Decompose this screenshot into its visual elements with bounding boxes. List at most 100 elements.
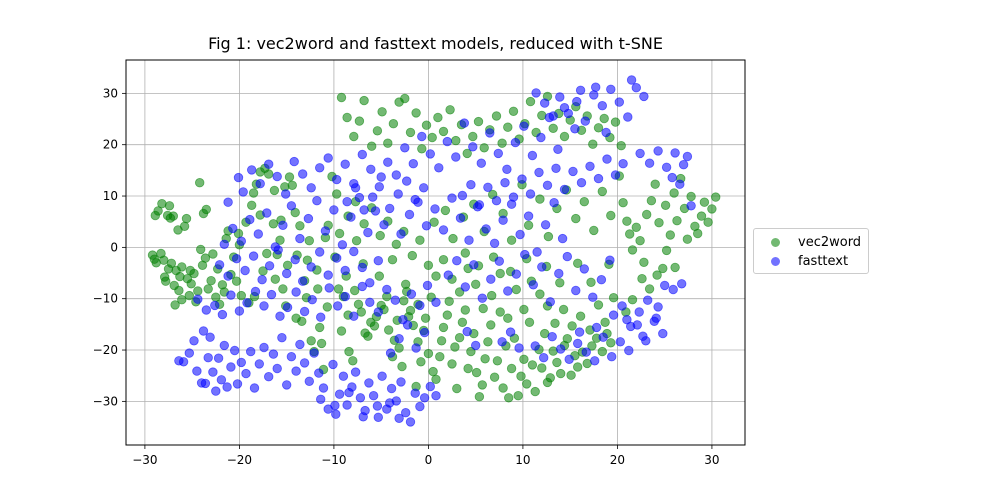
data-point-vec2word bbox=[174, 285, 184, 296]
data-point-fasttext bbox=[219, 239, 230, 250]
data-point-fasttext bbox=[203, 353, 213, 363]
data-point-fasttext bbox=[342, 196, 352, 207]
data-point-vec2word bbox=[543, 231, 554, 242]
data-point-vec2word bbox=[562, 334, 573, 344]
data-point-fasttext bbox=[232, 379, 243, 389]
data-point-fasttext bbox=[532, 247, 542, 257]
data-point-fasttext bbox=[315, 247, 325, 257]
data-point-vec2word bbox=[699, 197, 710, 207]
data-point-vec2word bbox=[535, 289, 545, 299]
data-point-fasttext bbox=[460, 282, 471, 292]
data-point-vec2word bbox=[359, 95, 369, 106]
data-point-fasttext bbox=[615, 337, 626, 347]
data-point-fasttext bbox=[357, 281, 368, 292]
data-point-vec2word bbox=[665, 230, 676, 240]
data-point-fasttext bbox=[385, 348, 396, 358]
data-point-fasttext bbox=[266, 289, 277, 300]
data-point-fasttext bbox=[217, 309, 228, 320]
data-point-fasttext bbox=[580, 116, 591, 126]
data-point-fasttext bbox=[211, 386, 221, 396]
data-point-vec2word bbox=[474, 392, 485, 402]
data-point-vec2word bbox=[670, 262, 680, 273]
data-point-fasttext bbox=[282, 302, 293, 313]
data-point-vec2word bbox=[429, 217, 439, 227]
data-point-vec2word bbox=[400, 93, 410, 104]
y-axis-ticks: −30 −20 −10 0 10 20 30 bbox=[93, 86, 126, 408]
data-point-vec2word bbox=[480, 354, 490, 364]
data-point-fasttext bbox=[635, 148, 645, 159]
data-point-vec2word bbox=[284, 172, 295, 182]
data-point-fasttext bbox=[410, 388, 420, 398]
data-point-fasttext bbox=[491, 195, 502, 206]
data-point-vec2word bbox=[440, 205, 451, 216]
data-point-fasttext bbox=[383, 157, 393, 167]
data-point-vec2word bbox=[401, 279, 411, 290]
data-point-vec2word bbox=[316, 338, 327, 349]
data-point-fasttext bbox=[223, 197, 233, 207]
data-point-fasttext bbox=[408, 158, 419, 169]
data-point-fasttext bbox=[216, 375, 227, 385]
data-point-fasttext bbox=[471, 340, 481, 351]
data-point-fasttext bbox=[229, 345, 240, 356]
data-point-vec2word bbox=[206, 276, 216, 286]
data-point-fasttext bbox=[425, 381, 436, 392]
data-point-fasttext bbox=[242, 298, 252, 308]
data-point-fasttext bbox=[551, 163, 561, 174]
data-point-vec2word bbox=[587, 341, 597, 351]
data-point-vec2word bbox=[606, 338, 616, 348]
data-point-vec2word bbox=[278, 284, 288, 294]
data-point-vec2word bbox=[530, 386, 540, 397]
data-point-fasttext bbox=[682, 151, 693, 162]
data-point-vec2word bbox=[236, 290, 247, 301]
data-point-vec2word bbox=[354, 116, 365, 126]
data-point-vec2word bbox=[707, 204, 717, 214]
data-point-fasttext bbox=[323, 270, 333, 280]
x-tick-label: −30 bbox=[132, 453, 157, 467]
data-point-fasttext bbox=[462, 326, 472, 337]
data-point-fasttext bbox=[597, 100, 608, 111]
data-point-vec2word bbox=[471, 279, 481, 290]
data-point-vec2word bbox=[415, 235, 425, 245]
data-point-vec2word bbox=[646, 195, 657, 206]
data-point-fasttext bbox=[498, 215, 508, 225]
data-point-vec2word bbox=[575, 311, 586, 321]
data-point-fasttext bbox=[298, 169, 308, 179]
data-point-fasttext bbox=[466, 179, 476, 190]
data-point-vec2word bbox=[639, 257, 649, 268]
data-point-fasttext bbox=[658, 328, 668, 339]
data-point-fasttext bbox=[249, 383, 260, 393]
data-point-fasttext bbox=[500, 177, 510, 188]
data-point-fasttext bbox=[330, 400, 340, 411]
data-point-fasttext bbox=[457, 190, 468, 201]
legend-entry-vec2word: vec2word bbox=[760, 233, 862, 252]
data-point-fasttext bbox=[198, 326, 209, 336]
data-point-fasttext bbox=[571, 285, 581, 296]
data-point-fasttext bbox=[359, 205, 369, 215]
data-point-fasttext bbox=[370, 206, 381, 216]
data-point-vec2word bbox=[377, 107, 387, 117]
data-point-fasttext bbox=[545, 297, 556, 307]
data-point-vec2word bbox=[264, 169, 274, 179]
data-point-vec2word bbox=[552, 357, 562, 368]
data-point-fasttext bbox=[366, 164, 376, 175]
data-point-vec2word bbox=[411, 108, 421, 118]
data-point-fasttext bbox=[520, 249, 530, 260]
data-point-fasttext bbox=[593, 173, 604, 184]
data-point-fasttext bbox=[511, 269, 522, 279]
data-point-fasttext bbox=[332, 174, 342, 185]
data-point-vec2word bbox=[431, 271, 441, 281]
data-point-fasttext bbox=[259, 301, 269, 311]
data-point-fasttext bbox=[385, 203, 395, 214]
data-point-fasttext bbox=[264, 159, 274, 169]
data-point-fasttext bbox=[354, 192, 365, 203]
data-point-fasttext bbox=[534, 167, 544, 178]
data-point-vec2word bbox=[555, 278, 565, 288]
data-point-fasttext bbox=[591, 322, 602, 333]
data-point-vec2word bbox=[269, 185, 280, 196]
data-point-vec2word bbox=[184, 290, 195, 301]
data-point-fasttext bbox=[373, 256, 384, 266]
data-point-fasttext bbox=[572, 96, 582, 107]
data-point-vec2word bbox=[682, 234, 693, 244]
data-point-fasttext bbox=[617, 301, 627, 311]
